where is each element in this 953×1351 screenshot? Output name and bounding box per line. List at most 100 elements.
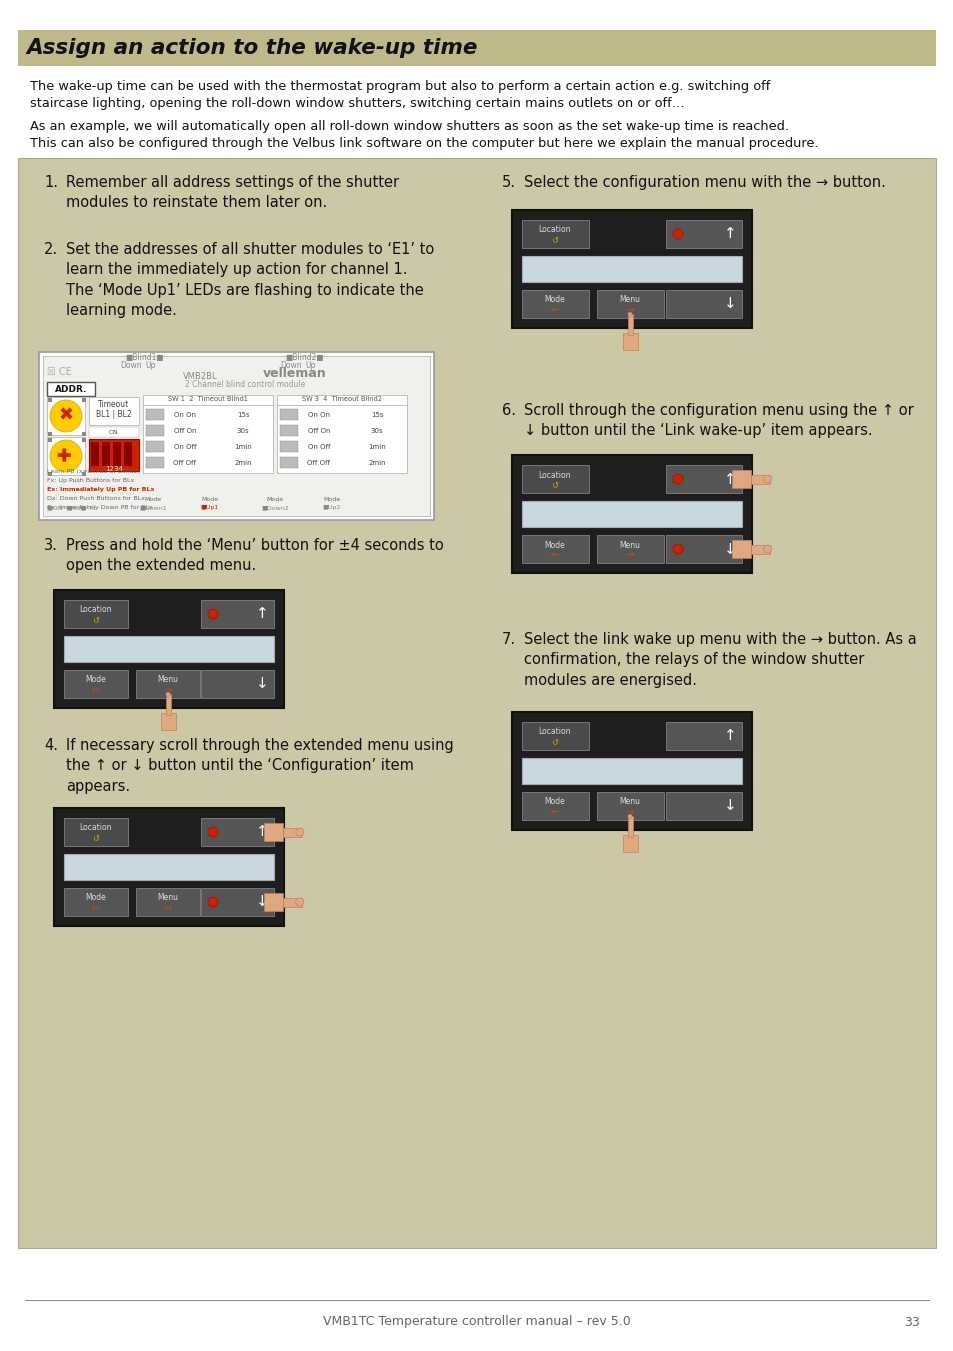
Text: On Off: On Off: [173, 444, 196, 450]
Circle shape: [50, 440, 82, 471]
Bar: [622, 835, 638, 852]
Text: Menu: Menu: [618, 296, 639, 304]
Bar: [521, 255, 741, 282]
Bar: [166, 694, 171, 715]
Text: 2min: 2min: [233, 459, 252, 466]
Bar: [143, 394, 273, 473]
Text: 1min: 1min: [233, 444, 252, 450]
Bar: [521, 220, 588, 249]
Bar: [201, 670, 274, 698]
Bar: [665, 465, 741, 493]
Bar: [18, 158, 935, 1248]
Text: Mode: Mode: [266, 497, 283, 503]
Circle shape: [50, 400, 82, 432]
Circle shape: [208, 897, 218, 907]
Bar: [264, 893, 282, 911]
Bar: [665, 721, 741, 750]
Bar: [146, 440, 164, 453]
Circle shape: [672, 544, 682, 554]
Bar: [512, 209, 751, 328]
Text: Remember all address settings of the shutter
modules to reinstate them later on.: Remember all address settings of the shu…: [66, 176, 398, 211]
Bar: [39, 353, 434, 520]
Bar: [521, 792, 588, 820]
Bar: [136, 888, 200, 916]
Bar: [64, 636, 274, 662]
Bar: [280, 457, 297, 467]
Bar: [731, 470, 750, 488]
Bar: [280, 426, 297, 436]
Text: The wake-up time can be used with the thermostat program but also to perform a c: The wake-up time can be used with the th…: [30, 80, 770, 109]
Text: →: →: [625, 550, 634, 561]
Bar: [54, 590, 284, 708]
Bar: [521, 758, 741, 784]
Text: Learn PB (x=Blind1 or Blind2): Learn PB (x=Blind1 or Blind2): [47, 469, 140, 474]
Bar: [750, 476, 769, 484]
Text: ↑: ↑: [255, 824, 268, 839]
Text: Mode: Mode: [86, 676, 107, 685]
Bar: [597, 290, 663, 317]
Text: Menu: Menu: [618, 540, 639, 550]
Text: 30s: 30s: [236, 428, 249, 434]
Text: 2.: 2.: [44, 242, 58, 257]
Text: 5.: 5.: [501, 176, 516, 190]
Text: ↑: ↑: [723, 227, 736, 242]
Bar: [665, 535, 741, 563]
Text: On Off: On Off: [308, 444, 330, 450]
Text: 3.: 3.: [44, 538, 58, 553]
Bar: [48, 399, 52, 403]
Bar: [512, 712, 751, 830]
Text: →: →: [164, 685, 172, 694]
Text: SW 3  4  Timeout Blind2: SW 3 4 Timeout Blind2: [302, 396, 381, 403]
Text: →: →: [625, 305, 634, 315]
Bar: [280, 440, 297, 453]
Bar: [521, 465, 588, 493]
Text: Menu: Menu: [618, 797, 639, 807]
Text: ←: ←: [551, 807, 558, 817]
Text: ↺: ↺: [551, 236, 558, 246]
Text: Set the addresses of all shutter modules to ‘E1’ to
learn the immediately up act: Set the addresses of all shutter modules…: [66, 242, 434, 319]
Text: On On: On On: [173, 412, 195, 417]
Bar: [54, 808, 284, 925]
Text: ←: ←: [551, 550, 558, 561]
Text: VMB1TC Temperature controller manual – rev 5.0: VMB1TC Temperature controller manual – r…: [323, 1316, 630, 1328]
Bar: [264, 823, 282, 842]
Text: Up: Up: [305, 361, 315, 370]
Circle shape: [627, 815, 631, 819]
Text: ■Blind1■: ■Blind1■: [125, 353, 164, 362]
Bar: [43, 357, 430, 516]
Bar: [665, 290, 741, 317]
Text: Off Off: Off Off: [173, 459, 196, 466]
Bar: [622, 332, 638, 350]
Text: ■Down2: ■Down2: [261, 505, 289, 509]
Text: Location: Location: [80, 605, 112, 615]
Text: On On: On On: [308, 412, 330, 417]
Text: Mode: Mode: [544, 540, 565, 550]
Text: Fx: Up Push Buttons for BLx: Fx: Up Push Buttons for BLx: [47, 478, 134, 484]
Circle shape: [208, 827, 218, 838]
Text: ↺: ↺: [92, 616, 99, 626]
Text: Mode: Mode: [544, 797, 565, 807]
Bar: [201, 888, 274, 916]
Bar: [201, 600, 274, 628]
Text: ←: ←: [551, 305, 558, 315]
Text: Off On: Off On: [173, 428, 196, 434]
Bar: [521, 501, 741, 527]
Text: ↺: ↺: [92, 835, 99, 843]
Bar: [750, 544, 769, 554]
Text: Off On: Off On: [308, 428, 330, 434]
Bar: [136, 670, 200, 698]
Bar: [47, 382, 95, 396]
Text: ↺: ↺: [551, 739, 558, 747]
Bar: [282, 898, 301, 907]
Text: ■Up2: ■Up2: [322, 505, 341, 509]
Circle shape: [672, 474, 682, 484]
Text: Menu: Menu: [157, 676, 178, 685]
Bar: [146, 409, 164, 420]
Text: Mode: Mode: [544, 296, 565, 304]
Circle shape: [627, 312, 631, 316]
Text: Assign an action to the wake-up time: Assign an action to the wake-up time: [26, 38, 477, 58]
Text: ↓: ↓: [723, 296, 736, 312]
Circle shape: [208, 609, 218, 619]
Text: 15s: 15s: [236, 412, 249, 417]
Bar: [146, 457, 164, 467]
